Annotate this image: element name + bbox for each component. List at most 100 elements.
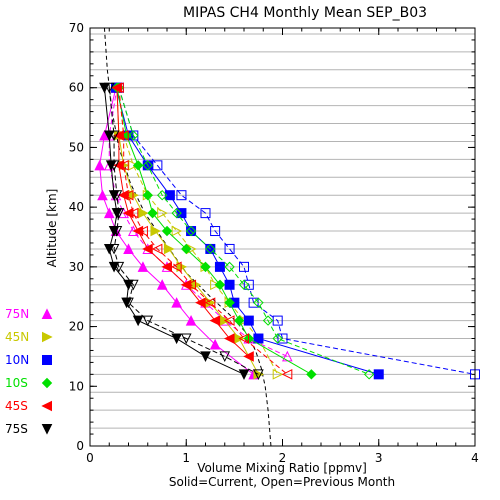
data-point — [113, 160, 124, 171]
legend-marker — [41, 308, 53, 319]
data-point — [224, 279, 235, 290]
x-axis-label: Volume Mixing Ratio [ppmv] — [197, 461, 367, 475]
reference-profile-line — [103, 27, 272, 447]
data-point — [161, 261, 172, 273]
data-point — [272, 333, 283, 344]
data-point — [108, 226, 120, 237]
data-point — [137, 207, 149, 219]
series-75s-current-line — [103, 87, 245, 375]
data-point — [171, 261, 182, 273]
data-point — [151, 243, 163, 255]
data-point — [306, 369, 317, 380]
chart-title: MIPAS CH4 Monthly Mean SEP_B03 — [183, 5, 427, 21]
data-point — [176, 190, 187, 201]
data-point — [171, 297, 182, 308]
y-axis-label: Altitude [km] — [45, 189, 59, 268]
y-tick-label: 40 — [69, 200, 84, 214]
x-tick-label: 1 — [182, 451, 190, 465]
data-point — [272, 369, 284, 380]
y-tick-label: 50 — [69, 140, 84, 154]
data-point — [200, 351, 211, 363]
data-point — [132, 225, 144, 237]
data-point — [171, 333, 182, 345]
data-point — [185, 225, 197, 237]
data-point — [180, 279, 192, 291]
data-point — [224, 243, 235, 254]
legend-label: 45S — [5, 399, 28, 413]
data-point — [121, 297, 132, 309]
x-tick-label: 2 — [279, 451, 287, 465]
x-tick-label: 3 — [375, 451, 383, 465]
data-point — [164, 190, 175, 201]
data-point — [185, 314, 197, 326]
data-point — [99, 82, 110, 94]
data-point — [253, 369, 264, 380]
data-point — [132, 315, 144, 327]
data-point — [118, 189, 129, 201]
legend-label: 75S — [5, 422, 28, 436]
data-point — [200, 261, 211, 273]
y-tick-label: 60 — [69, 81, 84, 95]
data-point — [180, 333, 192, 345]
data-point — [123, 279, 134, 291]
series-layer — [94, 82, 480, 380]
data-point — [210, 226, 221, 237]
data-point — [209, 315, 221, 326]
y-tick-label: 10 — [69, 379, 84, 393]
data-point — [111, 208, 123, 219]
data-point — [223, 315, 235, 326]
series-75s — [99, 82, 264, 380]
data-point — [253, 297, 264, 308]
data-point — [243, 315, 254, 326]
data-point — [219, 351, 231, 363]
data-point — [238, 279, 250, 290]
data-point — [128, 130, 139, 141]
legend-marker — [41, 424, 53, 435]
data-point — [103, 207, 115, 219]
series-10s-previous-line — [118, 87, 370, 375]
data-point — [238, 333, 249, 344]
legend-marker — [41, 400, 52, 412]
series-45s — [111, 82, 293, 380]
data-point — [373, 369, 384, 380]
data-point — [122, 207, 134, 219]
data-point — [224, 297, 235, 308]
y-tick-label: 70 — [69, 21, 84, 35]
data-point — [214, 279, 226, 290]
x-tick-label: 4 — [471, 451, 479, 465]
data-point — [281, 369, 293, 380]
legend-label: 75N — [5, 307, 29, 321]
data-point — [205, 243, 216, 255]
data-point — [209, 338, 221, 350]
legend-label: 10S — [5, 376, 28, 390]
data-point — [113, 130, 124, 141]
data-point — [277, 333, 288, 344]
legend: 75N 45N 10N 10S 45S 75S — [5, 307, 53, 436]
data-point — [111, 82, 122, 94]
data-point — [156, 279, 168, 290]
data-point — [108, 190, 120, 201]
data-point — [147, 207, 158, 219]
data-point — [105, 160, 117, 171]
data-point — [142, 315, 154, 327]
x-axis-sublabel: Solid=Current, Open=Previous Month — [169, 475, 395, 489]
data-point — [210, 279, 221, 291]
data-point — [142, 160, 153, 171]
data-point — [103, 243, 115, 255]
data-point — [97, 189, 108, 201]
data-point — [94, 159, 105, 171]
data-point — [150, 225, 162, 237]
data-point — [132, 160, 144, 171]
data-point — [171, 207, 182, 219]
data-point — [239, 261, 249, 272]
data-point — [137, 261, 149, 272]
y-tick-label: 20 — [69, 320, 84, 334]
data-point — [200, 208, 211, 219]
data-point — [142, 189, 153, 201]
x-tick-label: 0 — [86, 451, 94, 465]
data-point — [243, 279, 254, 290]
data-point — [103, 130, 115, 142]
legend-marker — [41, 377, 53, 389]
data-point — [363, 369, 375, 380]
